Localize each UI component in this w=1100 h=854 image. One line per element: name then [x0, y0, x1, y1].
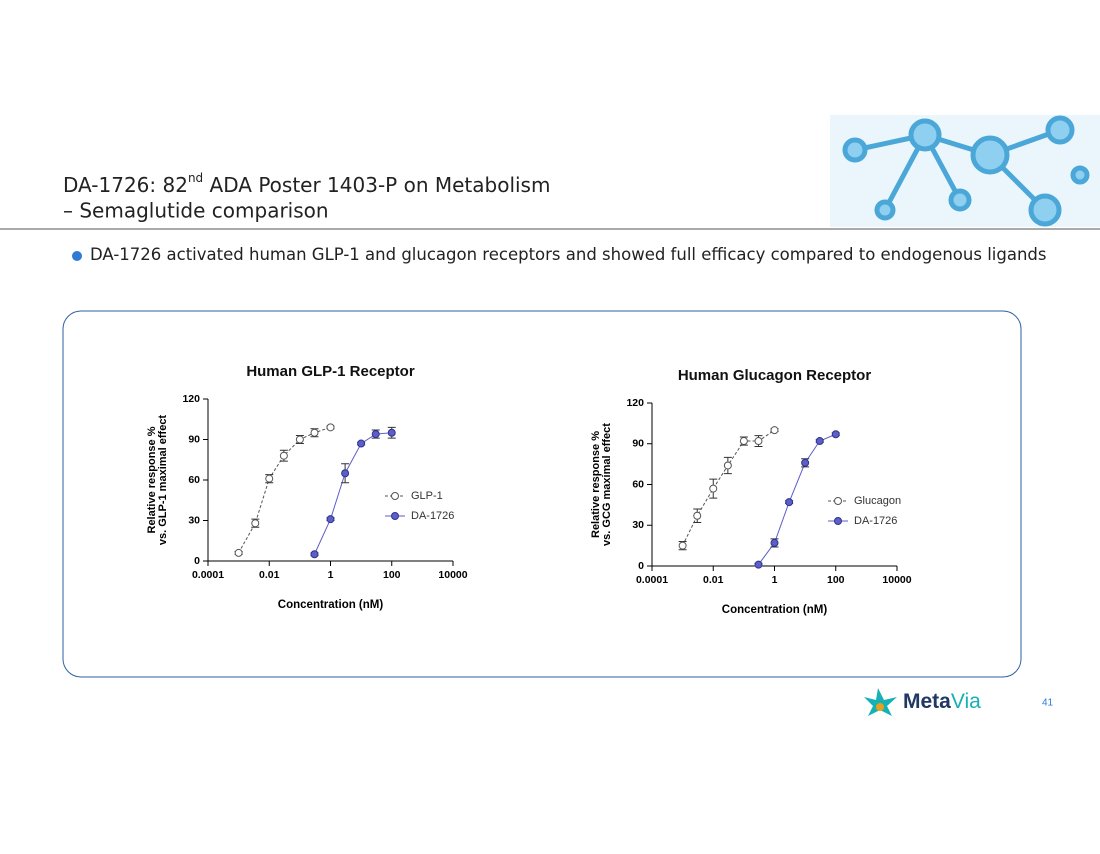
logo-icon: [864, 688, 897, 716]
point: [310, 550, 319, 559]
logo-part: Meta: [903, 690, 951, 713]
point: [234, 548, 243, 557]
x-tick-label: 100: [383, 569, 401, 581]
legend-marker: [834, 497, 842, 505]
x-tick-label: 0.0001: [636, 574, 668, 586]
slide-title: DA-1726: 82nd ADA Poster 1403-P on Metab…: [63, 171, 550, 197]
point: [815, 437, 824, 446]
point: [801, 458, 810, 467]
point: [371, 430, 380, 439]
title-superscript: nd: [188, 171, 203, 185]
molecule-art: [830, 115, 1100, 227]
x-tick-label: 1: [772, 574, 778, 586]
point: [709, 484, 718, 493]
fit-line: [314, 432, 392, 555]
bullet-dot: [72, 251, 82, 261]
fit-line: [758, 433, 836, 565]
point: [310, 428, 319, 437]
chart-frame: [62, 310, 1022, 678]
point: [754, 437, 763, 446]
logo-text: MetaVia: [903, 690, 981, 713]
point: [831, 430, 840, 439]
point: [357, 439, 366, 448]
y-tick-label: 30: [632, 519, 644, 531]
legend-label: DA-1726: [854, 515, 897, 527]
y-tick-label: 90: [188, 433, 200, 445]
legend-marker: [834, 517, 842, 525]
point: [279, 451, 288, 460]
point: [754, 560, 763, 569]
point: [770, 538, 779, 547]
y-tick-label: 0: [638, 560, 644, 572]
slide-subtitle: – Semaglutide comparison: [63, 199, 329, 223]
chart-title: Human Glucagon Receptor: [678, 367, 872, 384]
bullet-box: DA-1726 activated human GLP-1 and glucag…: [90, 245, 1047, 264]
legend-label: GLP-1: [411, 490, 443, 502]
legend-marker: [391, 492, 399, 500]
y-tick-label: 120: [182, 393, 200, 405]
point: [678, 541, 687, 550]
y-tick-label: 60: [188, 474, 200, 486]
point: [387, 428, 396, 437]
y-tick-label: 30: [188, 514, 200, 526]
y-axis-label: vs. GLP-1 maximal effect: [157, 415, 169, 546]
x-tick-label: 0.0001: [192, 569, 224, 581]
y-tick-label: 0: [194, 555, 200, 567]
y-axis-label: vs. GCG maximal effect: [601, 423, 613, 546]
point: [693, 511, 702, 520]
x-tick-label: 1: [328, 569, 334, 581]
point: [770, 426, 779, 435]
x-axis-label: Concentration (nM): [278, 599, 384, 611]
x-axis-label: Concentration (nM): [722, 604, 828, 616]
fit-line: [238, 426, 331, 554]
point: [265, 474, 274, 483]
point: [326, 423, 335, 432]
x-tick-label: 0.01: [703, 574, 724, 586]
x-tick-label: 10000: [882, 574, 911, 586]
logo-dot: [876, 703, 884, 711]
chart-title: Human GLP-1 Receptor: [246, 363, 415, 380]
y-tick-label: 60: [632, 478, 644, 490]
title-part: ADA Poster 1403-P on Metabolism: [203, 173, 550, 197]
point: [295, 435, 304, 444]
bullet-text: DA-1726 activated human GLP-1 and glucag…: [90, 245, 1047, 264]
y-axis-label: Relative response %: [146, 426, 158, 533]
legend-label: DA-1726: [411, 510, 454, 522]
point: [723, 461, 732, 470]
y-tick-label: 90: [632, 438, 644, 450]
page-number: 41: [1042, 698, 1054, 709]
point: [739, 437, 748, 446]
logo: MetaVia 41: [864, 688, 1054, 716]
point: [341, 469, 350, 478]
y-axis-label: Relative response %: [590, 431, 602, 538]
point: [326, 515, 335, 524]
legend-marker: [391, 512, 399, 520]
x-tick-label: 100: [827, 574, 845, 586]
point: [251, 519, 260, 528]
x-tick-label: 0.01: [259, 569, 280, 581]
x-tick-label: 10000: [438, 569, 467, 581]
fit-line: [682, 429, 775, 546]
legend-label: Glucagon: [854, 495, 901, 507]
point: [785, 498, 794, 507]
logo-part: Via: [951, 690, 981, 713]
y-tick-label: 120: [626, 397, 644, 409]
title-part: DA-1726: 82: [63, 173, 188, 197]
